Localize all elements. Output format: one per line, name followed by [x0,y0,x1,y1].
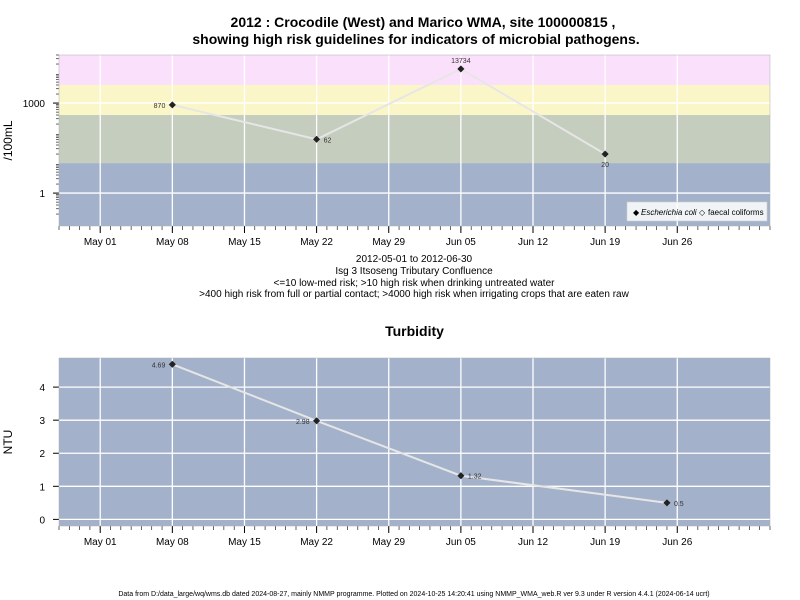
microbial-chart: May 01 May 08 May 15 May 22 May 29 Jun 05 Jun … [1,54,771,248]
y-tick-label: 1 [39,482,45,493]
data-point [601,150,609,158]
data-label: 1.32 [468,474,482,481]
risk-band-3 [59,55,770,86]
plot-border [58,357,771,527]
panel-title: Turbidity [385,323,444,339]
y-axis-label: NTU [1,430,15,455]
x-tick-label: May 29 [372,237,405,248]
subtitle-risk-note-2: >400 high risk from full or partial cont… [199,289,629,300]
subtitle-site-name: Isg 3 Itsoseng Tributary Confluence [335,266,493,277]
data-label: 4.69 [152,362,166,369]
x-tick-label: Jun 26 [662,237,692,248]
legend-marker-filled: ◆ [633,208,640,217]
data-point [457,65,465,73]
data-label: 13734 [451,58,471,65]
data-label: 870 [154,103,166,110]
x-tick-label: May 08 [156,237,189,248]
y-axis-label: /100mL [1,120,15,160]
x-tick-label: Jun 19 [590,237,620,248]
data-point [663,499,671,507]
x-tick-label: May 08 [156,537,189,548]
y-tick-label: 0 [39,515,45,526]
x-tick-label: May 15 [228,537,261,548]
data-point [457,472,465,480]
plot-background [59,358,770,526]
x-tick-label: May 01 [84,537,117,548]
x-tick-label: Jun 26 [662,537,692,548]
subtitle-risk-note-1: <=10 low-med risk; >10 high risk when dr… [274,278,556,289]
y-tick-label: 1 [39,189,45,200]
x-tick-label: Jun 12 [518,237,548,248]
data-label: 0.5 [674,501,684,508]
series-line [172,67,606,155]
risk-band-1 [59,115,770,164]
subtitle-date-range: 2012-05-01 to 2012-06-30 [356,254,473,265]
risk-band-2 [59,85,770,116]
legend-marker-open: ◇ [699,208,706,217]
chart-title-line-2: showing high risk guidelines for indicat… [192,31,639,47]
x-tick-label: May 01 [84,237,117,248]
legend-entry-label: Escherichia coli [641,208,697,217]
data-point [168,101,177,109]
footer-note: Data from D:/data_large/wq/wms.db dated … [118,591,709,598]
y-tick-label: 3 [39,416,45,427]
y-tick-label: 2 [39,449,45,460]
x-tick-label: May 29 [372,537,405,548]
x-tick-label: May 22 [300,537,333,548]
y-tick-label: 4 [39,383,45,394]
x-tick-label: Jun 19 [590,537,620,548]
data-point [168,360,177,368]
plot-border [58,54,771,227]
data-label: 20 [601,162,609,169]
chart-title-line-1: 2012 : Crocodile (West) and Marico WMA, … [231,14,616,30]
legend-entry-label: faecal coliforms [708,208,764,217]
data-label: 62 [324,137,332,144]
x-tick-label: Jun 05 [446,237,476,248]
data-label: 2.98 [296,419,310,426]
x-tick-label: Jun 12 [518,537,548,548]
data-point [312,135,321,143]
data-point [312,417,321,425]
x-tick-label: May 15 [228,237,261,248]
x-tick-label: May 22 [300,237,333,248]
y-tick-label: 1000 [23,99,46,110]
series-line [171,363,668,504]
x-tick-label: Jun 05 [446,537,476,548]
legend-box [626,201,768,222]
turbidity-chart: May 01 May 08 May 15 May 22 May 29 Jun 05 Jun … [1,323,771,548]
